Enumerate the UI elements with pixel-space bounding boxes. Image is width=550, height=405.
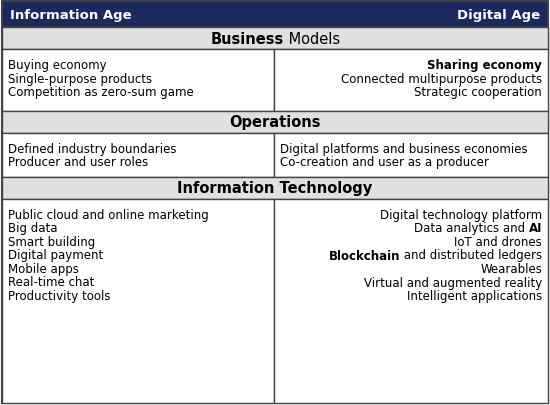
Bar <box>2 28 548 50</box>
Text: Sharing economy: Sharing economy <box>427 59 542 72</box>
Text: Producer and user roles: Producer and user roles <box>8 156 148 169</box>
Text: Blockchain: Blockchain <box>328 249 400 262</box>
Text: Smart building: Smart building <box>8 235 95 248</box>
Bar <box>2 177 548 200</box>
Text: Digital payment: Digital payment <box>8 249 103 262</box>
Text: and distributed ledgers: and distributed ledgers <box>400 249 542 262</box>
Text: AI: AI <box>529 222 542 235</box>
Text: Competition as zero-sum game: Competition as zero-sum game <box>8 86 194 99</box>
Text: Business: Business <box>210 32 284 47</box>
Text: Productivity tools: Productivity tools <box>8 289 111 302</box>
Text: Digital Age: Digital Age <box>457 9 540 21</box>
Text: Big data: Big data <box>8 222 58 235</box>
Text: Digital technology platform: Digital technology platform <box>380 209 542 222</box>
Text: Mobile apps: Mobile apps <box>8 262 79 275</box>
Text: Information Age: Information Age <box>10 9 131 21</box>
Text: Defined industry boundaries: Defined industry boundaries <box>8 143 177 156</box>
Bar <box>2 2 548 28</box>
Bar <box>2 112 548 134</box>
Text: Business: Business <box>275 32 348 47</box>
Bar <box>2 134 274 177</box>
Text: Co-creation and user as a producer: Co-creation and user as a producer <box>280 156 489 169</box>
Bar <box>274 200 548 403</box>
Text: Data analytics and: Data analytics and <box>414 222 529 235</box>
Text: Buying economy: Buying economy <box>8 59 107 72</box>
Text: IoT and drones: IoT and drones <box>454 235 542 248</box>
Text: Real-time chat: Real-time chat <box>8 276 95 289</box>
Text: Single-purpose products: Single-purpose products <box>8 72 152 85</box>
Text: Information Technology: Information Technology <box>177 181 373 196</box>
Text: Connected multipurpose products: Connected multipurpose products <box>341 72 542 85</box>
Text: Operations: Operations <box>229 115 321 130</box>
Text: Intelligent applications: Intelligent applications <box>407 289 542 302</box>
Text: Strategic cooperation: Strategic cooperation <box>414 86 542 99</box>
Text: Models: Models <box>275 32 331 47</box>
Bar <box>274 50 548 112</box>
Bar <box>2 200 274 403</box>
Text: Models: Models <box>284 32 340 47</box>
Bar <box>274 134 548 177</box>
Text: Virtual and augmented reality: Virtual and augmented reality <box>364 276 542 289</box>
Text: Wearables: Wearables <box>480 262 542 275</box>
Bar <box>2 50 274 112</box>
Text: Public cloud and online marketing: Public cloud and online marketing <box>8 209 209 222</box>
Text: Digital platforms and business economies: Digital platforms and business economies <box>280 143 527 156</box>
